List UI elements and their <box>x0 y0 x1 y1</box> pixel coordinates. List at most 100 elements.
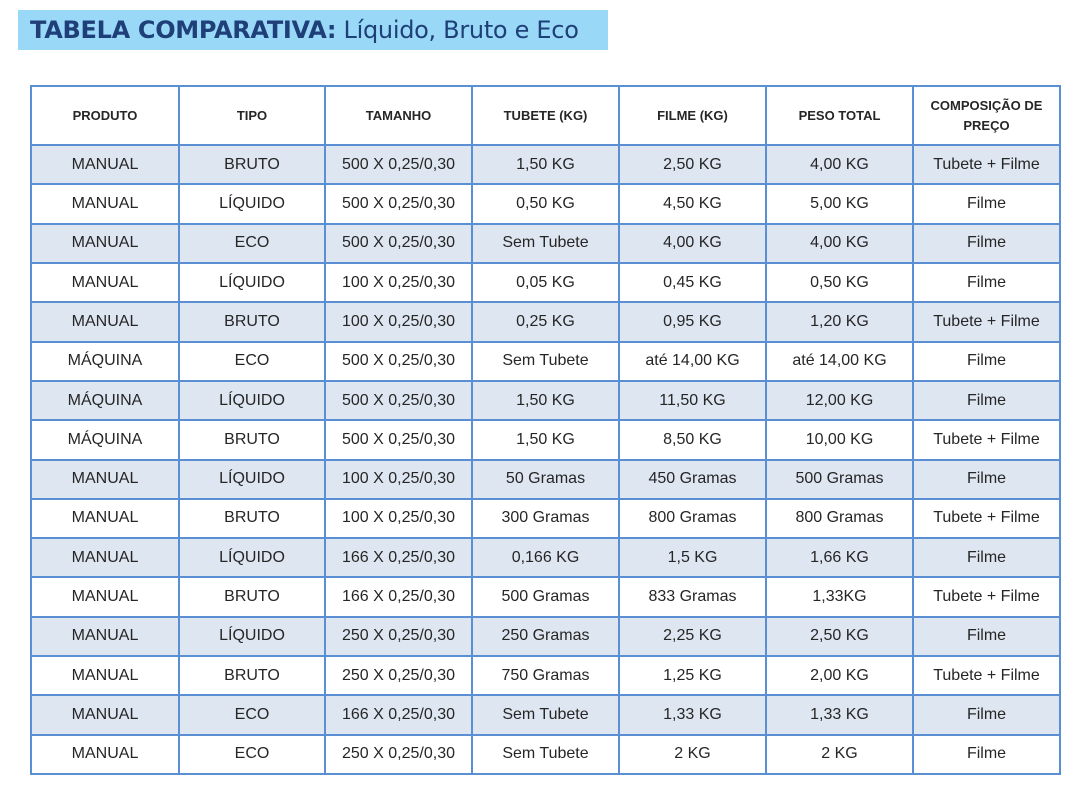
table-row: MANUAL LÍQUIDO 250 X 0,25/0,30 250 Gramas 2,… <box>30 615 1061 658</box>
table-row: MÁQUINA LÍQUIDO 500 X 0,25/0,30 1,50 KG 11,5… <box>30 379 1061 422</box>
table-row: MANUAL ECO 250 X 0,25/0,30 Sem Tubete 2 KG 2 … <box>30 733 1061 776</box>
cell-peso-total: 2,00 KG <box>765 655 914 697</box>
cell-tipo: LÍQUIDO <box>178 261 326 304</box>
table-header: PRODUTO TIPO TAMANHO TUBETE (KG) FILME (… <box>30 85 1061 146</box>
cell-tamanho: 500 X 0,25/0,30 <box>324 183 473 225</box>
cell-tamanho: 166 X 0,25/0,30 <box>324 576 473 618</box>
cell-tubete: 0,25 KG <box>471 301 620 343</box>
cell-composicao-preco: Filme <box>912 379 1061 422</box>
cell-tipo: BRUTO <box>178 143 326 186</box>
cell-tipo: BRUTO <box>178 655 326 697</box>
header-peso-total: PESO TOTAL <box>765 85 914 146</box>
cell-tamanho: 250 X 0,25/0,30 <box>324 733 473 776</box>
cell-filme: até 14,00 KG <box>618 340 767 382</box>
cell-peso-total: 1,33KG <box>765 576 914 618</box>
cell-composicao-preco: Tubete + Filme <box>912 576 1061 618</box>
cell-filme: 450 Gramas <box>618 458 767 500</box>
cell-composicao-preco: Tubete + Filme <box>912 497 1061 540</box>
page-title-rest: Líquido, Bruto e Eco <box>336 16 579 44</box>
cell-produto: MANUAL <box>30 458 180 500</box>
table-row: MÁQUINA ECO 500 X 0,25/0,30 Sem Tubete até 1… <box>30 340 1061 382</box>
header-tipo: TIPO <box>178 85 326 146</box>
cell-composicao-preco: Tubete + Filme <box>912 655 1061 697</box>
cell-tubete: 50 Gramas <box>471 458 620 500</box>
cell-tipo: ECO <box>178 222 326 264</box>
header-filme: FILME (KG) <box>618 85 767 146</box>
cell-filme: 0,45 KG <box>618 261 767 304</box>
header-tubete: TUBETE (KG) <box>471 85 620 146</box>
cell-produto: MANUAL <box>30 615 180 658</box>
cell-tipo: ECO <box>178 694 326 736</box>
cell-tipo: BRUTO <box>178 301 326 343</box>
cell-composicao-preco: Filme <box>912 261 1061 304</box>
cell-composicao-preco: Filme <box>912 183 1061 225</box>
cell-tubete: Sem Tubete <box>471 222 620 264</box>
cell-composicao-preco: Filme <box>912 615 1061 658</box>
cell-produto: MANUAL <box>30 694 180 736</box>
table-row: MANUAL LÍQUIDO 100 X 0,25/0,30 0,05 KG 0,45 … <box>30 261 1061 304</box>
header-produto: PRODUTO <box>30 85 180 146</box>
cell-peso-total: 1,66 KG <box>765 537 914 579</box>
cell-tamanho: 500 X 0,25/0,30 <box>324 379 473 422</box>
cell-peso-total: 5,00 KG <box>765 183 914 225</box>
cell-peso-total: 1,33 KG <box>765 694 914 736</box>
cell-tamanho: 500 X 0,25/0,30 <box>324 222 473 264</box>
cell-produto: MANUAL <box>30 301 180 343</box>
cell-peso-total: 2 KG <box>765 733 914 776</box>
cell-tipo: LÍQUIDO <box>178 183 326 225</box>
cell-filme: 8,50 KG <box>618 419 767 461</box>
cell-tubete: Sem Tubete <box>471 733 620 776</box>
comparison-table-container: PRODUTO TIPO TAMANHO TUBETE (KG) FILME (… <box>30 85 1061 776</box>
cell-composicao-preco: Filme <box>912 694 1061 736</box>
cell-tamanho: 500 X 0,25/0,30 <box>324 419 473 461</box>
cell-composicao-preco: Filme <box>912 458 1061 500</box>
cell-filme: 800 Gramas <box>618 497 767 540</box>
table-row: MÁQUINA BRUTO 500 X 0,25/0,30 1,50 KG 8,50 K… <box>30 419 1061 461</box>
page-title-strong: TABELA COMPARATIVA: <box>30 16 337 44</box>
table-row: MANUAL BRUTO 166 X 0,25/0,30 500 Gramas 833 … <box>30 576 1061 618</box>
cell-tamanho: 166 X 0,25/0,30 <box>324 694 473 736</box>
cell-tamanho: 100 X 0,25/0,30 <box>324 458 473 500</box>
table-row: MANUAL LÍQUIDO 100 X 0,25/0,30 50 Gramas 450… <box>30 458 1061 500</box>
cell-composicao-preco: Filme <box>912 222 1061 264</box>
cell-tubete: 1,50 KG <box>471 379 620 422</box>
cell-tipo: LÍQUIDO <box>178 537 326 579</box>
cell-peso-total: 10,00 KG <box>765 419 914 461</box>
cell-tubete: 250 Gramas <box>471 615 620 658</box>
cell-produto: MÁQUINA <box>30 379 180 422</box>
cell-filme: 11,50 KG <box>618 379 767 422</box>
cell-filme: 2 KG <box>618 733 767 776</box>
cell-tipo: LÍQUIDO <box>178 379 326 422</box>
cell-tamanho: 250 X 0,25/0,30 <box>324 655 473 697</box>
cell-peso-total: 2,50 KG <box>765 615 914 658</box>
cell-produto: MANUAL <box>30 733 180 776</box>
table-row: MANUAL LÍQUIDO 500 X 0,25/0,30 0,50 KG 4,50 … <box>30 183 1061 225</box>
cell-produto: MANUAL <box>30 497 180 540</box>
cell-produto: MANUAL <box>30 537 180 579</box>
cell-tipo: ECO <box>178 733 326 776</box>
table-row: MANUAL BRUTO 500 X 0,25/0,30 1,50 KG 2,50 KG… <box>30 143 1061 186</box>
title-banner: TABELA COMPARATIVA: Líquido, Bruto e Eco <box>18 10 608 50</box>
cell-tipo: BRUTO <box>178 576 326 618</box>
cell-tipo: LÍQUIDO <box>178 458 326 500</box>
table-row: MANUAL BRUTO 250 X 0,25/0,30 750 Gramas 1,25… <box>30 655 1061 697</box>
table-row: MANUAL BRUTO 100 X 0,25/0,30 300 Gramas 800 … <box>30 497 1061 540</box>
cell-peso-total: 4,00 KG <box>765 143 914 186</box>
cell-peso-total: 500 Gramas <box>765 458 914 500</box>
cell-composicao-preco: Filme <box>912 340 1061 382</box>
cell-peso-total: 800 Gramas <box>765 497 914 540</box>
cell-filme: 833 Gramas <box>618 576 767 618</box>
cell-tipo: BRUTO <box>178 497 326 540</box>
cell-tubete: Sem Tubete <box>471 340 620 382</box>
cell-filme: 0,95 KG <box>618 301 767 343</box>
cell-tubete: 0,05 KG <box>471 261 620 304</box>
table-row: MANUAL ECO 500 X 0,25/0,30 Sem Tubete 4,00 K… <box>30 222 1061 264</box>
cell-tipo: ECO <box>178 340 326 382</box>
cell-filme: 4,00 KG <box>618 222 767 264</box>
header-row: PRODUTO TIPO TAMANHO TUBETE (KG) FILME (… <box>30 85 1061 146</box>
cell-peso-total: 0,50 KG <box>765 261 914 304</box>
cell-tipo: LÍQUIDO <box>178 615 326 658</box>
cell-composicao-preco: Tubete + Filme <box>912 419 1061 461</box>
cell-filme: 1,33 KG <box>618 694 767 736</box>
cell-filme: 4,50 KG <box>618 183 767 225</box>
